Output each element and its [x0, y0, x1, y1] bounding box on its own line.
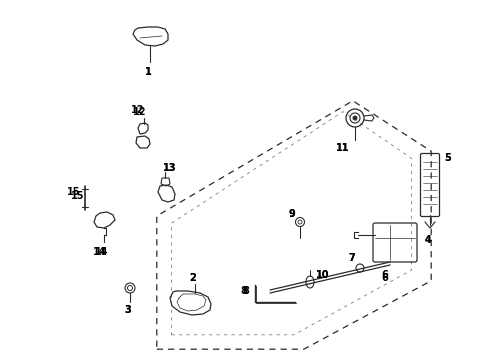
Text: 6: 6 [382, 270, 389, 280]
Text: 2: 2 [190, 273, 196, 283]
Text: 11: 11 [336, 143, 350, 153]
Text: 9: 9 [289, 209, 295, 219]
Text: 5: 5 [444, 153, 451, 163]
Text: 11: 11 [336, 143, 350, 153]
Text: 10: 10 [316, 270, 330, 280]
Text: 4: 4 [425, 235, 431, 245]
Text: 10: 10 [316, 270, 330, 280]
Text: 15: 15 [67, 187, 81, 197]
Text: 12: 12 [133, 107, 147, 117]
Text: 15: 15 [71, 191, 85, 201]
Text: 7: 7 [348, 253, 355, 263]
Text: 12: 12 [131, 105, 145, 115]
Text: 14: 14 [93, 247, 107, 257]
Text: 13: 13 [163, 163, 177, 173]
Text: 5: 5 [444, 153, 451, 163]
Text: 3: 3 [124, 305, 131, 315]
Text: 13: 13 [163, 163, 177, 173]
Text: 3: 3 [124, 305, 131, 315]
Text: 8: 8 [241, 286, 247, 296]
Text: 7: 7 [348, 253, 355, 263]
Text: 14: 14 [95, 247, 109, 257]
Text: 1: 1 [145, 67, 151, 77]
Text: 8: 8 [243, 286, 249, 296]
Text: 6: 6 [382, 273, 389, 283]
Ellipse shape [353, 116, 357, 120]
Text: 2: 2 [190, 273, 196, 283]
Text: 9: 9 [289, 209, 295, 219]
Text: 4: 4 [425, 235, 431, 245]
Text: 1: 1 [145, 67, 151, 77]
